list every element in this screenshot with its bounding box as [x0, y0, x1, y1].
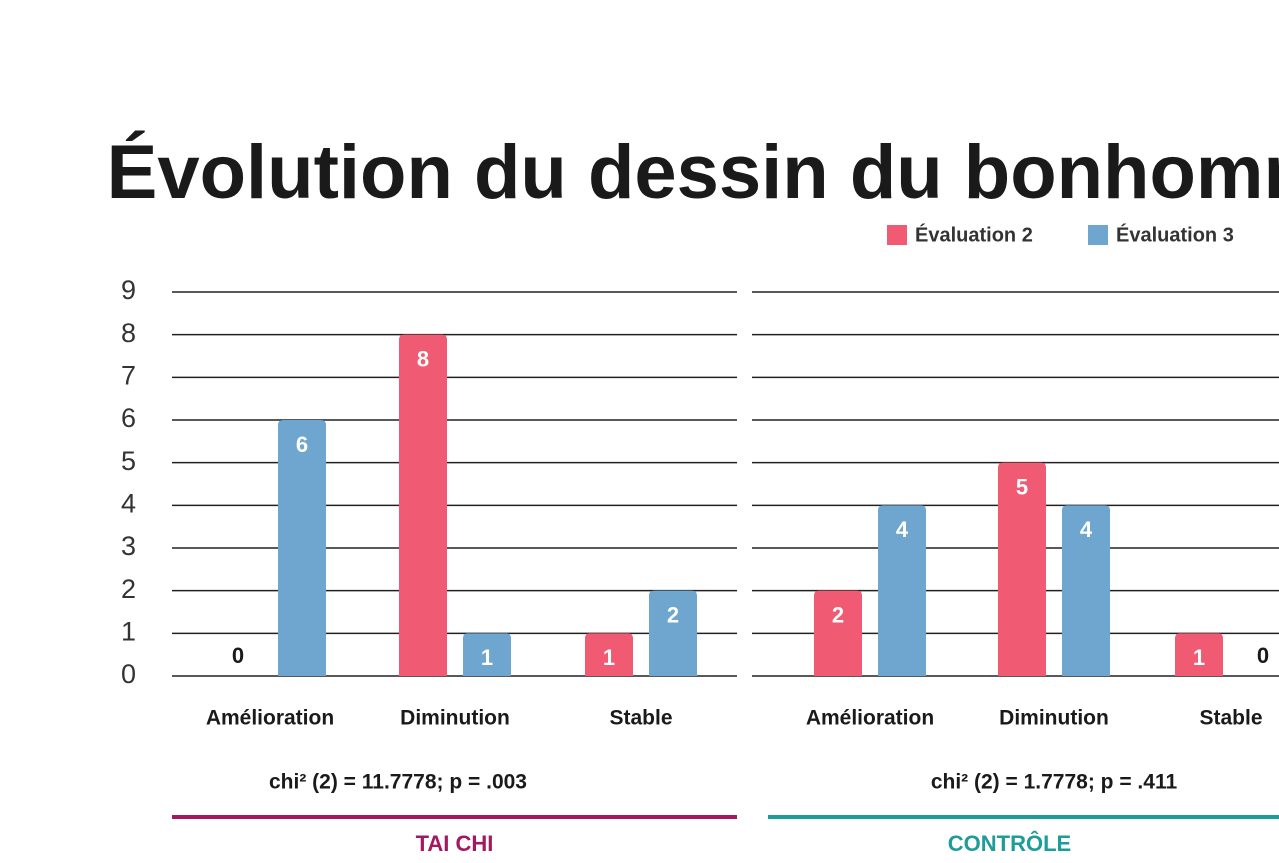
y-tick-label: 3 — [121, 531, 136, 561]
bar — [278, 420, 326, 676]
y-tick-label: 6 — [121, 403, 136, 433]
y-tick-label: 9 — [121, 275, 136, 305]
value-label: 1 — [481, 645, 493, 670]
legend-swatch — [1088, 225, 1108, 245]
y-tick-label: 1 — [121, 616, 136, 646]
value-label: 1 — [603, 645, 615, 670]
value-label: 0 — [232, 643, 244, 668]
x-tick-label: Amélioration — [206, 707, 334, 730]
bar — [585, 633, 633, 676]
legend-label: Évaluation 2 — [915, 223, 1033, 246]
y-tick-label: 2 — [121, 574, 136, 604]
value-label: 1 — [1193, 645, 1205, 670]
subtitle: chi² (2) = 1.7778; p = .411 — [931, 771, 1178, 794]
y-tick-label: 5 — [121, 446, 136, 476]
value-label: 5 — [1016, 474, 1028, 499]
x-tick-label: Stable — [1199, 707, 1262, 730]
x-tick-label: Amélioration — [806, 707, 934, 730]
value-label: 4 — [896, 517, 909, 542]
bar — [1062, 505, 1110, 676]
group-label: CONTRÔLE — [948, 831, 1071, 856]
group-label: TAI CHI — [416, 831, 494, 856]
value-label: 4 — [1080, 517, 1093, 542]
bar — [463, 633, 511, 676]
y-tick-label: 4 — [121, 488, 136, 518]
value-label: 2 — [667, 602, 679, 627]
bar — [814, 590, 862, 676]
value-label: 8 — [417, 346, 429, 371]
bar — [1175, 633, 1223, 676]
y-tick-label: 8 — [121, 318, 136, 348]
x-tick-label: Diminution — [999, 707, 1109, 730]
value-label: 0 — [1257, 643, 1269, 668]
chart-title: Évolution du dessin du bonhomme — [107, 130, 1279, 215]
x-tick-label: Stable — [609, 707, 672, 730]
bar — [878, 505, 926, 676]
x-tick-label: Diminution — [400, 707, 510, 730]
value-label: 6 — [296, 432, 308, 457]
legend-label: Évaluation 3 — [1116, 223, 1234, 246]
y-tick-label: 7 — [121, 360, 136, 390]
bar — [399, 334, 447, 676]
bar — [649, 590, 697, 676]
legend-swatch — [887, 225, 907, 245]
value-label: 2 — [832, 602, 844, 627]
subtitle: chi² (2) = 11.7778; p = .003 — [269, 771, 527, 794]
y-tick-label: 0 — [121, 659, 136, 689]
bar — [998, 462, 1046, 676]
